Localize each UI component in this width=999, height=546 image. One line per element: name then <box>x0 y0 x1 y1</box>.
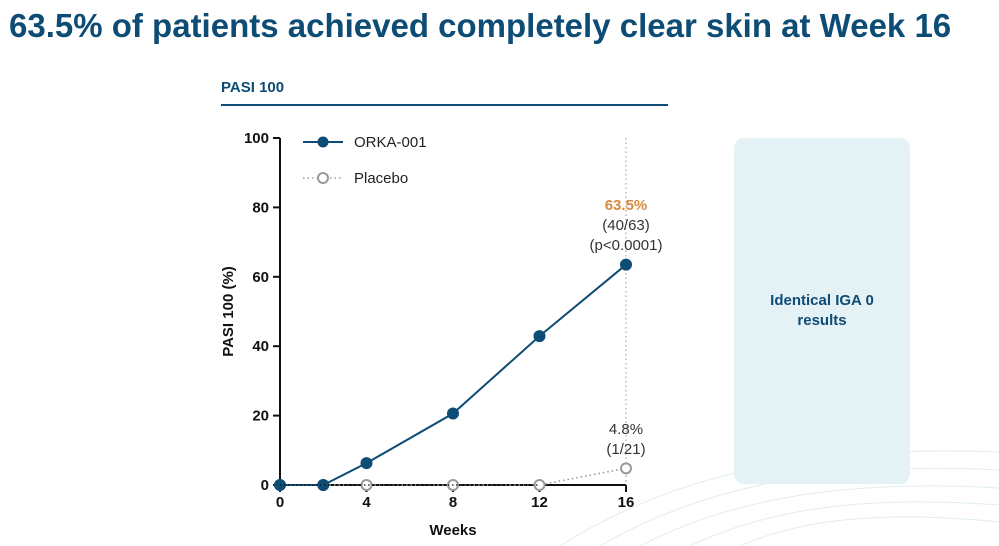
y-axis-title: PASI 100 (%) <box>220 266 237 357</box>
y-tick-label-20: 20 <box>252 408 269 425</box>
y-tick-label-100: 100 <box>244 130 269 147</box>
treatment-point-week-2 <box>317 479 330 491</box>
x-tick-label-4: 4 <box>362 494 371 511</box>
treatment-series-line <box>280 263 627 486</box>
treatment-value-label: 63.5% <box>605 197 648 214</box>
y-tick-label-40: 40 <box>252 338 269 355</box>
placebo-ratio-label: (1/21) <box>606 441 645 458</box>
x-axis-title: Weeks <box>429 522 476 539</box>
y-tick-label-60: 60 <box>252 269 269 286</box>
panel-label: PASI 100 <box>221 79 285 96</box>
placebo-point-week-16 <box>620 462 632 475</box>
x-tick-label-0: 0 <box>276 494 284 511</box>
treatment-point-week-16 <box>620 258 632 271</box>
placebo-value-label: 4.8% <box>609 421 643 438</box>
y-tick-label-80: 80 <box>252 199 269 216</box>
legend-placebo-label: Placebo <box>354 170 408 187</box>
legend-treatment-marker <box>317 136 329 148</box>
treatment-point-week-8 <box>447 407 459 420</box>
treatment-point-week-4 <box>360 457 373 470</box>
iga-note-text: Identical IGA 0 results <box>770 292 874 329</box>
y-tick-label-0: 0 <box>261 477 269 494</box>
treatment-ratio-label: (40/63) <box>602 217 650 234</box>
x-tick-label-8: 8 <box>449 494 457 511</box>
legend-treatment-label: ORKA-001 <box>354 134 427 151</box>
headline: 63.5% of patients achieved completely cl… <box>9 7 952 44</box>
treatment-point-week-12 <box>533 330 546 343</box>
placebo-point-week-4 <box>360 479 373 491</box>
x-tick-label-16: 16 <box>618 494 635 511</box>
legend-placebo-marker <box>317 172 329 184</box>
placebo-point-week-12 <box>533 479 546 491</box>
x-tick-label-12: 12 <box>531 494 548 511</box>
treatment-pvalue-label: (p<0.0001) <box>590 237 663 254</box>
iga-note-box: Identical IGA 0 results <box>734 138 910 484</box>
panel-divider <box>221 104 668 106</box>
